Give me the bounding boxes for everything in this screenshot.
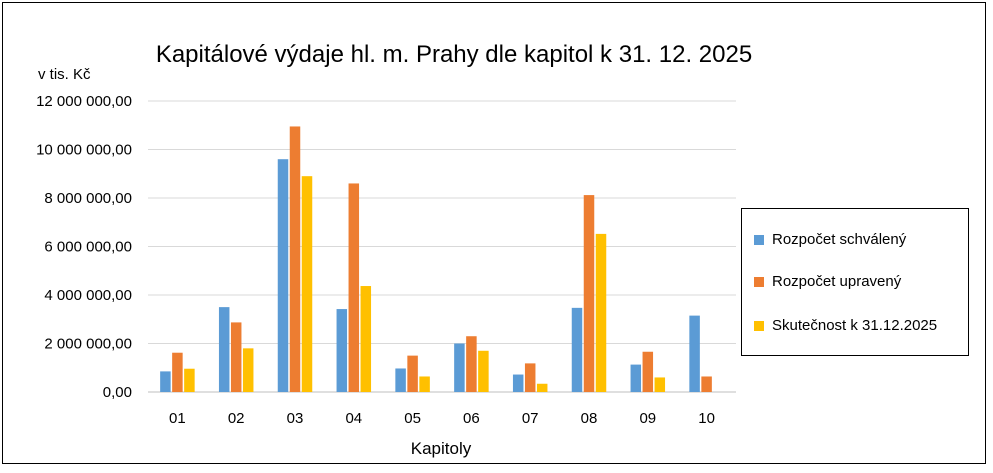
bar-04-series-3 — [360, 286, 372, 392]
bars — [160, 126, 712, 393]
x-tick-label: 02 — [228, 410, 245, 427]
bar-05-series-3 — [419, 376, 430, 392]
bar-03-series-2 — [289, 126, 301, 393]
x-tick-label: 04 — [345, 410, 362, 427]
chart-title: Kapitálové výdaje hl. m. Prahy dle kapit… — [156, 41, 752, 68]
y-tick-label: 10 000 000,00 — [36, 142, 132, 159]
bar-01-series-1 — [160, 371, 171, 392]
legend-label: Rozpočet schválený — [772, 231, 907, 248]
y-tick-label: 6 000 000,00 — [44, 239, 132, 256]
x-axis-title: Kapitoly — [411, 439, 472, 458]
legend-swatch — [754, 234, 764, 245]
bar-05-series-1 — [395, 368, 406, 392]
bar-03-series-1 — [277, 159, 289, 392]
bar-01-series-3 — [184, 368, 195, 392]
bar-06-series-2 — [466, 336, 477, 392]
bar-10-series-2 — [701, 376, 712, 392]
y-tick-label: 4 000 000,00 — [44, 287, 132, 304]
legend-swatch — [754, 320, 764, 331]
legend-item: Rozpočet schválený — [754, 231, 906, 248]
bar-04-series-2 — [348, 183, 360, 392]
bar-04-series-1 — [336, 309, 348, 392]
y-tick-label: 12 000 000,00 — [36, 93, 132, 110]
bar-01-series-2 — [172, 352, 183, 392]
x-tick-label: 05 — [404, 410, 421, 427]
bar-06-series-1 — [454, 343, 465, 392]
bar-06-series-3 — [478, 350, 489, 392]
bar-02-series-1 — [218, 307, 230, 392]
x-tick-label: 03 — [287, 410, 304, 427]
y-tick-label: 0,00 — [103, 384, 132, 401]
bar-02-series-3 — [242, 348, 254, 392]
bar-08-series-2 — [583, 195, 595, 392]
bar-08-series-3 — [595, 233, 607, 392]
x-tick-label: 06 — [463, 410, 480, 427]
x-tick-labels: 01 02 03 04 05 06 07 08 09 10 — [169, 410, 715, 427]
y-axis-unit-label: v tis. Kč — [38, 66, 91, 83]
legend: Rozpočet schválený Rozpočet upravený Skute… — [741, 208, 969, 356]
bar-08-series-1 — [571, 307, 583, 392]
legend-item: Skutečnost k 31.12.2025 — [754, 317, 937, 334]
x-tick-label: 10 — [698, 410, 715, 427]
legend-label: Skutečnost k 31.12.2025 — [772, 317, 938, 334]
bar-09-series-3 — [654, 377, 666, 392]
y-tick-label: 8 000 000,00 — [44, 190, 132, 207]
bar-10-series-1 — [689, 315, 700, 392]
legend-label: Rozpočet upravený — [772, 273, 902, 290]
bar-07-series-3 — [536, 383, 548, 392]
bar-02-series-2 — [230, 322, 242, 392]
legend-item: Rozpočet upravený — [754, 273, 901, 290]
x-tick-label: 01 — [169, 410, 186, 427]
bar-09-series-1 — [630, 364, 642, 392]
gridlines — [148, 100, 736, 393]
bar-05-series-2 — [407, 355, 418, 392]
bar-07-series-2 — [524, 363, 536, 392]
x-tick-label: 07 — [522, 410, 539, 427]
y-tick-labels: 0,00 2 000 000,00 4 000 000,00 6 000 000,00… — [36, 93, 132, 401]
bar-03-series-3 — [301, 176, 313, 392]
x-tick-label: 09 — [639, 410, 656, 427]
x-tick-label: 08 — [581, 410, 598, 427]
y-tick-label: 2 000 000,00 — [44, 336, 132, 353]
bar-07-series-1 — [512, 374, 524, 392]
legend-swatch — [754, 276, 764, 287]
bar-09-series-2 — [642, 351, 654, 392]
